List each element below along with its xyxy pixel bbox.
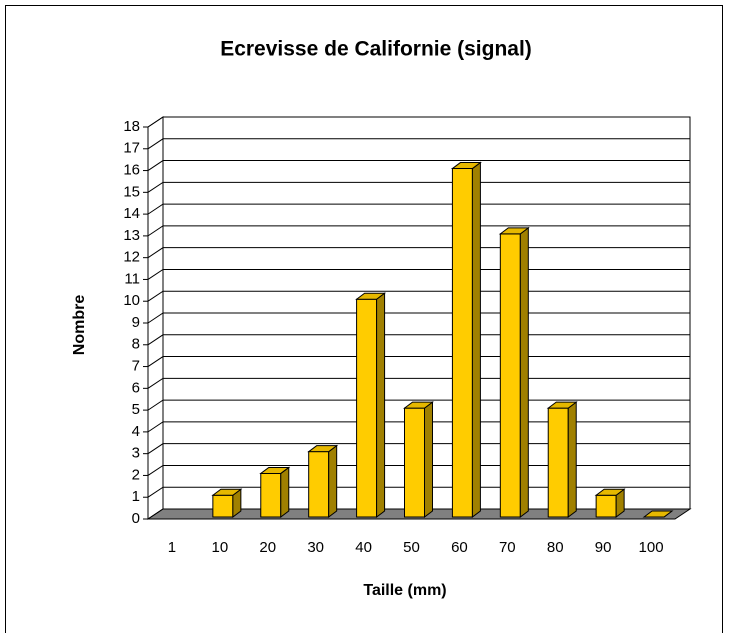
x-tick-label: 70 <box>499 539 516 556</box>
bar <box>594 488 626 518</box>
y-tick-label: 4 <box>132 423 140 440</box>
bar-side <box>424 401 433 518</box>
grid-line <box>147 116 690 128</box>
bar-side <box>280 466 290 518</box>
x-tick-label: 100 <box>639 539 664 556</box>
bar-top <box>498 227 530 235</box>
bar-front <box>404 407 425 518</box>
bar-top <box>307 445 339 453</box>
bar-top <box>546 401 578 409</box>
bar-top <box>642 510 674 518</box>
bar-top <box>259 466 291 474</box>
bar-top <box>450 162 482 170</box>
bar <box>642 510 674 518</box>
x-tick-label: 50 <box>403 539 420 556</box>
y-axis-label: Nombre <box>71 295 88 356</box>
x-tick-label: 90 <box>595 539 612 556</box>
bar-top <box>594 488 626 496</box>
bar-side <box>328 444 338 518</box>
bar-front <box>308 451 330 518</box>
grid-line <box>147 160 690 171</box>
y-tick-label: 12 <box>123 249 140 266</box>
x-tick-label: 20 <box>259 539 276 556</box>
grid-line <box>147 181 690 193</box>
bar-side <box>471 161 481 518</box>
bar <box>450 161 482 518</box>
x-tick-label: 30 <box>307 539 324 556</box>
bar-front <box>212 494 234 518</box>
y-tick-label: 0 <box>132 510 140 527</box>
y-tick-label: 7 <box>132 358 140 375</box>
chart-title: Ecrevisse de Californie (signal) <box>220 38 532 61</box>
y-tick-label: 2 <box>132 466 140 483</box>
bar-front <box>547 407 569 518</box>
y-tick-label: 8 <box>132 336 140 353</box>
bar-top <box>403 401 434 409</box>
bar-side <box>567 401 577 518</box>
bar <box>403 401 434 518</box>
y-tick-label: 15 <box>123 183 140 200</box>
bar <box>211 488 243 518</box>
x-tick-label: 10 <box>212 539 229 556</box>
y-tick-label: 3 <box>132 445 140 462</box>
bar-top <box>355 292 387 300</box>
y-tick-label: 11 <box>124 270 140 287</box>
x-tick-label: 1 <box>168 539 176 556</box>
bar-front <box>451 168 473 518</box>
y-tick-label: 14 <box>123 205 140 222</box>
x-axis-label: Taille (mm) <box>363 582 446 599</box>
x-tick-label: 40 <box>355 539 372 556</box>
y-tick-label: 13 <box>123 227 140 244</box>
bar-side <box>519 226 529 518</box>
y-tick-label: 5 <box>132 401 140 418</box>
bar <box>498 226 530 518</box>
bar <box>307 444 339 518</box>
bar-front <box>260 472 282 518</box>
y-tick-label: 6 <box>132 379 140 396</box>
y-tick-label: 9 <box>132 314 140 331</box>
bar-side <box>376 292 386 518</box>
x-tick-label: 60 <box>451 539 468 556</box>
grid-line <box>147 203 690 215</box>
grid-line <box>147 138 690 150</box>
bar-front <box>595 494 617 518</box>
y-tick-label: 18 <box>123 118 140 135</box>
y-tick-label: 10 <box>123 292 140 309</box>
grid-line <box>147 225 690 237</box>
x-tick-label: 80 <box>547 539 564 556</box>
bar-front <box>356 298 378 518</box>
y-tick-label: 1 <box>132 488 140 505</box>
bar-top <box>211 488 243 496</box>
y-tick-label: 17 <box>123 140 140 157</box>
bar <box>259 466 291 518</box>
bar <box>546 401 578 518</box>
y-tick-label: 16 <box>123 162 140 179</box>
bar <box>355 292 387 518</box>
bar-front <box>499 233 521 518</box>
